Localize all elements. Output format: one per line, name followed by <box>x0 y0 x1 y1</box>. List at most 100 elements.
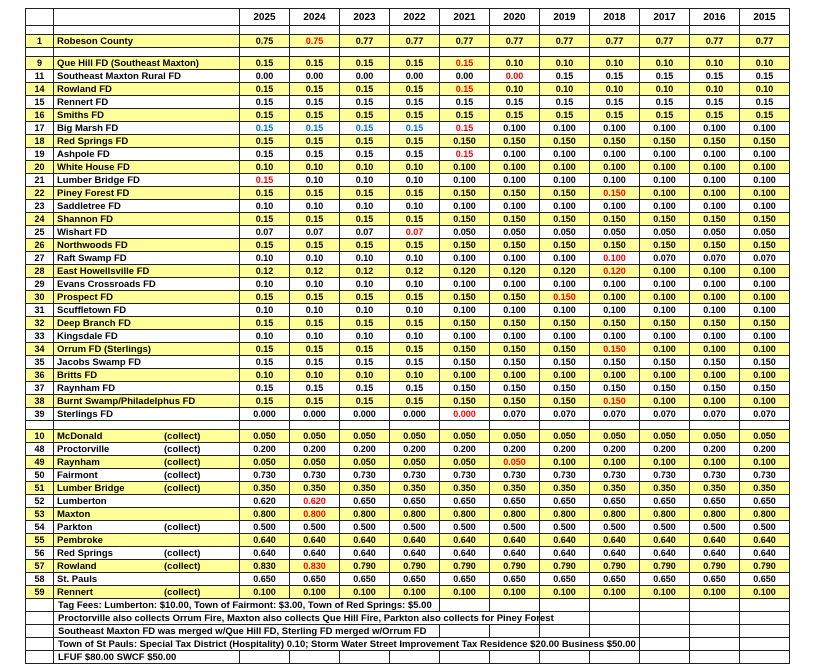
rate-value-cell[interactable]: 0.350 <box>340 482 390 495</box>
rate-value-cell[interactable]: 0.150 <box>590 395 640 408</box>
row-number-cell[interactable]: 34 <box>26 343 54 356</box>
rate-value-cell[interactable]: 0.15 <box>290 83 340 96</box>
rate-value-cell[interactable]: 0.100 <box>740 278 790 291</box>
row-number-cell[interactable]: 37 <box>26 382 54 395</box>
row-number-cell[interactable]: 36 <box>26 369 54 382</box>
rate-value-cell[interactable]: 0.77 <box>490 35 540 48</box>
rate-value-cell[interactable]: 0.730 <box>340 469 390 482</box>
rate-value-cell[interactable]: 0.10 <box>240 369 290 382</box>
rate-value-cell[interactable]: 0.100 <box>590 252 640 265</box>
rate-value-cell[interactable]: 0.050 <box>340 430 390 443</box>
rate-value-cell[interactable]: 0.100 <box>490 278 540 291</box>
rate-value-cell[interactable]: 0.15 <box>440 109 490 122</box>
rate-value-cell[interactable]: 0.15 <box>290 356 340 369</box>
rate-value-cell[interactable]: 0.830 <box>240 560 290 573</box>
rate-value-cell[interactable]: 0.00 <box>440 70 490 83</box>
rate-value-cell[interactable]: 0.640 <box>640 534 690 547</box>
rate-value-cell[interactable]: 0.650 <box>690 573 740 586</box>
rate-value-cell[interactable]: 0.070 <box>640 408 690 421</box>
rate-value-cell[interactable]: 0.050 <box>390 430 440 443</box>
rate-value-cell[interactable]: 0.500 <box>690 521 740 534</box>
rate-value-cell[interactable]: 0.15 <box>390 356 440 369</box>
rate-value-cell[interactable]: 0.800 <box>490 508 540 521</box>
rate-value-cell[interactable]: 0.15 <box>740 109 790 122</box>
rate-value-cell[interactable]: 0.150 <box>690 239 740 252</box>
row-number-cell[interactable]: 38 <box>26 395 54 408</box>
rate-value-cell[interactable]: 0.15 <box>340 148 390 161</box>
rate-value-cell[interactable]: 0.200 <box>540 443 590 456</box>
rate-value-cell[interactable]: 0.100 <box>690 304 740 317</box>
rate-value-cell[interactable]: 0.10 <box>340 200 390 213</box>
rate-value-cell[interactable]: 0.15 <box>690 96 740 109</box>
rate-value-cell[interactable]: 0.730 <box>390 469 440 482</box>
rate-value-cell[interactable]: 0.050 <box>340 456 390 469</box>
rate-value-cell[interactable]: 0.150 <box>740 317 790 330</box>
year-header-cell[interactable]: 2023 <box>340 9 390 26</box>
rate-value-cell[interactable]: 0.15 <box>340 135 390 148</box>
rate-value-cell[interactable]: 0.730 <box>740 469 790 482</box>
rate-value-cell[interactable]: 0.10 <box>690 83 740 96</box>
rate-value-cell[interactable]: 0.15 <box>240 187 290 200</box>
rate-value-cell[interactable]: 0.100 <box>690 369 740 382</box>
jurisdiction-name-cell[interactable]: Orrum FD (Sterlings) <box>54 343 240 356</box>
rate-value-cell[interactable]: 0.150 <box>490 187 540 200</box>
rate-value-cell[interactable]: 0.100 <box>240 586 290 599</box>
rate-value-cell[interactable]: 0.100 <box>440 330 490 343</box>
jurisdiction-name-cell[interactable]: Rowland FD <box>54 83 240 96</box>
rate-value-cell[interactable]: 0.650 <box>490 573 540 586</box>
rate-value-cell[interactable]: 0.050 <box>640 430 690 443</box>
rate-value-cell[interactable]: 0.10 <box>290 278 340 291</box>
row-number-cell[interactable]: 52 <box>26 495 54 508</box>
row-number-cell[interactable]: 15 <box>26 96 54 109</box>
rate-value-cell[interactable]: 0.100 <box>440 586 490 599</box>
rate-value-cell[interactable]: 0.100 <box>690 343 740 356</box>
row-number-cell[interactable]: 50 <box>26 469 54 482</box>
rate-value-cell[interactable]: 0.100 <box>490 304 540 317</box>
year-header-cell[interactable]: 2015 <box>740 9 790 26</box>
rate-value-cell[interactable]: 0.150 <box>640 213 690 226</box>
rate-value-cell[interactable]: 0.100 <box>640 369 690 382</box>
rate-value-cell[interactable]: 0.150 <box>490 291 540 304</box>
rate-value-cell[interactable]: 0.800 <box>740 508 790 521</box>
rate-value-cell[interactable]: 0.350 <box>640 482 690 495</box>
rate-value-cell[interactable]: 0.730 <box>590 469 640 482</box>
rate-value-cell[interactable]: 0.07 <box>290 226 340 239</box>
rate-value-cell[interactable]: 0.150 <box>440 395 490 408</box>
rate-value-cell[interactable]: 0.100 <box>590 586 640 599</box>
rate-value-cell[interactable]: 0.150 <box>440 382 490 395</box>
rate-value-cell[interactable]: 0.150 <box>440 291 490 304</box>
rate-value-cell[interactable]: 0.15 <box>390 239 440 252</box>
jurisdiction-name-cell[interactable]: Raynham FD <box>54 382 240 395</box>
rate-value-cell[interactable]: 0.100 <box>490 330 540 343</box>
rate-value-cell[interactable]: 0.100 <box>440 161 490 174</box>
row-number-cell[interactable]: 48 <box>26 443 54 456</box>
jurisdiction-name-cell[interactable]: Maxton <box>54 508 240 521</box>
rate-value-cell[interactable]: 0.15 <box>640 70 690 83</box>
jurisdiction-name-cell[interactable]: Smiths FD <box>54 109 240 122</box>
rate-value-cell[interactable]: 0.77 <box>740 35 790 48</box>
rate-value-cell[interactable]: 0.15 <box>590 109 640 122</box>
rate-value-cell[interactable]: 0.100 <box>690 174 740 187</box>
rate-value-cell[interactable]: 0.100 <box>440 278 490 291</box>
rate-value-cell[interactable]: 0.00 <box>290 70 340 83</box>
row-number-cell[interactable]: 20 <box>26 161 54 174</box>
rate-value-cell[interactable]: 0.15 <box>240 382 290 395</box>
rate-value-cell[interactable]: 0.800 <box>290 508 340 521</box>
rate-value-cell[interactable]: 0.100 <box>740 148 790 161</box>
rate-value-cell[interactable]: 0.15 <box>390 395 440 408</box>
row-number-cell[interactable]: 30 <box>26 291 54 304</box>
rate-value-cell[interactable]: 0.650 <box>390 495 440 508</box>
rate-value-cell[interactable]: 0.150 <box>690 135 740 148</box>
rate-value-cell[interactable]: 0.640 <box>690 534 740 547</box>
rate-value-cell[interactable]: 0.150 <box>490 343 540 356</box>
rate-value-cell[interactable]: 0.200 <box>340 443 390 456</box>
rate-value-cell[interactable]: 0.790 <box>640 560 690 573</box>
rate-value-cell[interactable]: 0.100 <box>440 252 490 265</box>
rate-value-cell[interactable]: 0.15 <box>390 57 440 70</box>
rate-value-cell[interactable]: 0.150 <box>540 135 590 148</box>
rate-value-cell[interactable]: 0.100 <box>490 252 540 265</box>
rate-value-cell[interactable]: 0.75 <box>240 35 290 48</box>
rate-value-cell[interactable]: 0.000 <box>290 408 340 421</box>
rate-value-cell[interactable]: 0.10 <box>540 83 590 96</box>
rate-value-cell[interactable]: 0.050 <box>240 456 290 469</box>
